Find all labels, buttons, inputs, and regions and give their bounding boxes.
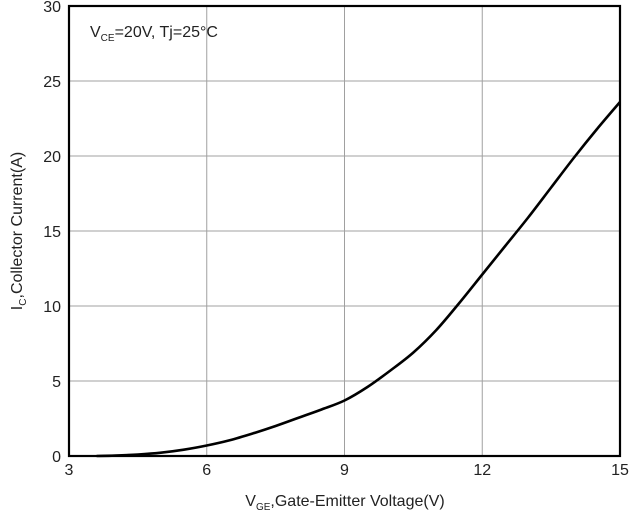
annotation: VCE=20V, Tj=25°C bbox=[90, 24, 218, 44]
plot-frame bbox=[67, 4, 622, 458]
tick-labels: 3 6 9 12 15 0 5 10 15 20 25 30 bbox=[43, 0, 629, 479]
y-tick-label: 5 bbox=[52, 374, 61, 391]
y-tick-label: 30 bbox=[43, 0, 61, 16]
y-tick-label: 15 bbox=[43, 224, 61, 241]
x-tick-label: 3 bbox=[65, 462, 74, 479]
x-tick-label: 12 bbox=[473, 462, 491, 479]
y-tick-label: 0 bbox=[52, 449, 61, 466]
y-tick-label: 25 bbox=[43, 74, 61, 91]
grid bbox=[69, 6, 620, 456]
y-tick-label: 10 bbox=[43, 299, 61, 316]
x-tick-label: 9 bbox=[340, 462, 349, 479]
y-tick-label: 20 bbox=[43, 149, 61, 166]
x-tick-label: 15 bbox=[611, 462, 629, 479]
x-axis-label: VGE,Gate-Emitter Voltage(V) bbox=[245, 493, 444, 513]
y-axis-label: IC,Collector Current(A) bbox=[9, 152, 29, 310]
x-tick-label: 6 bbox=[202, 462, 211, 479]
series-line-ic-vs-vge bbox=[96, 101, 621, 458]
